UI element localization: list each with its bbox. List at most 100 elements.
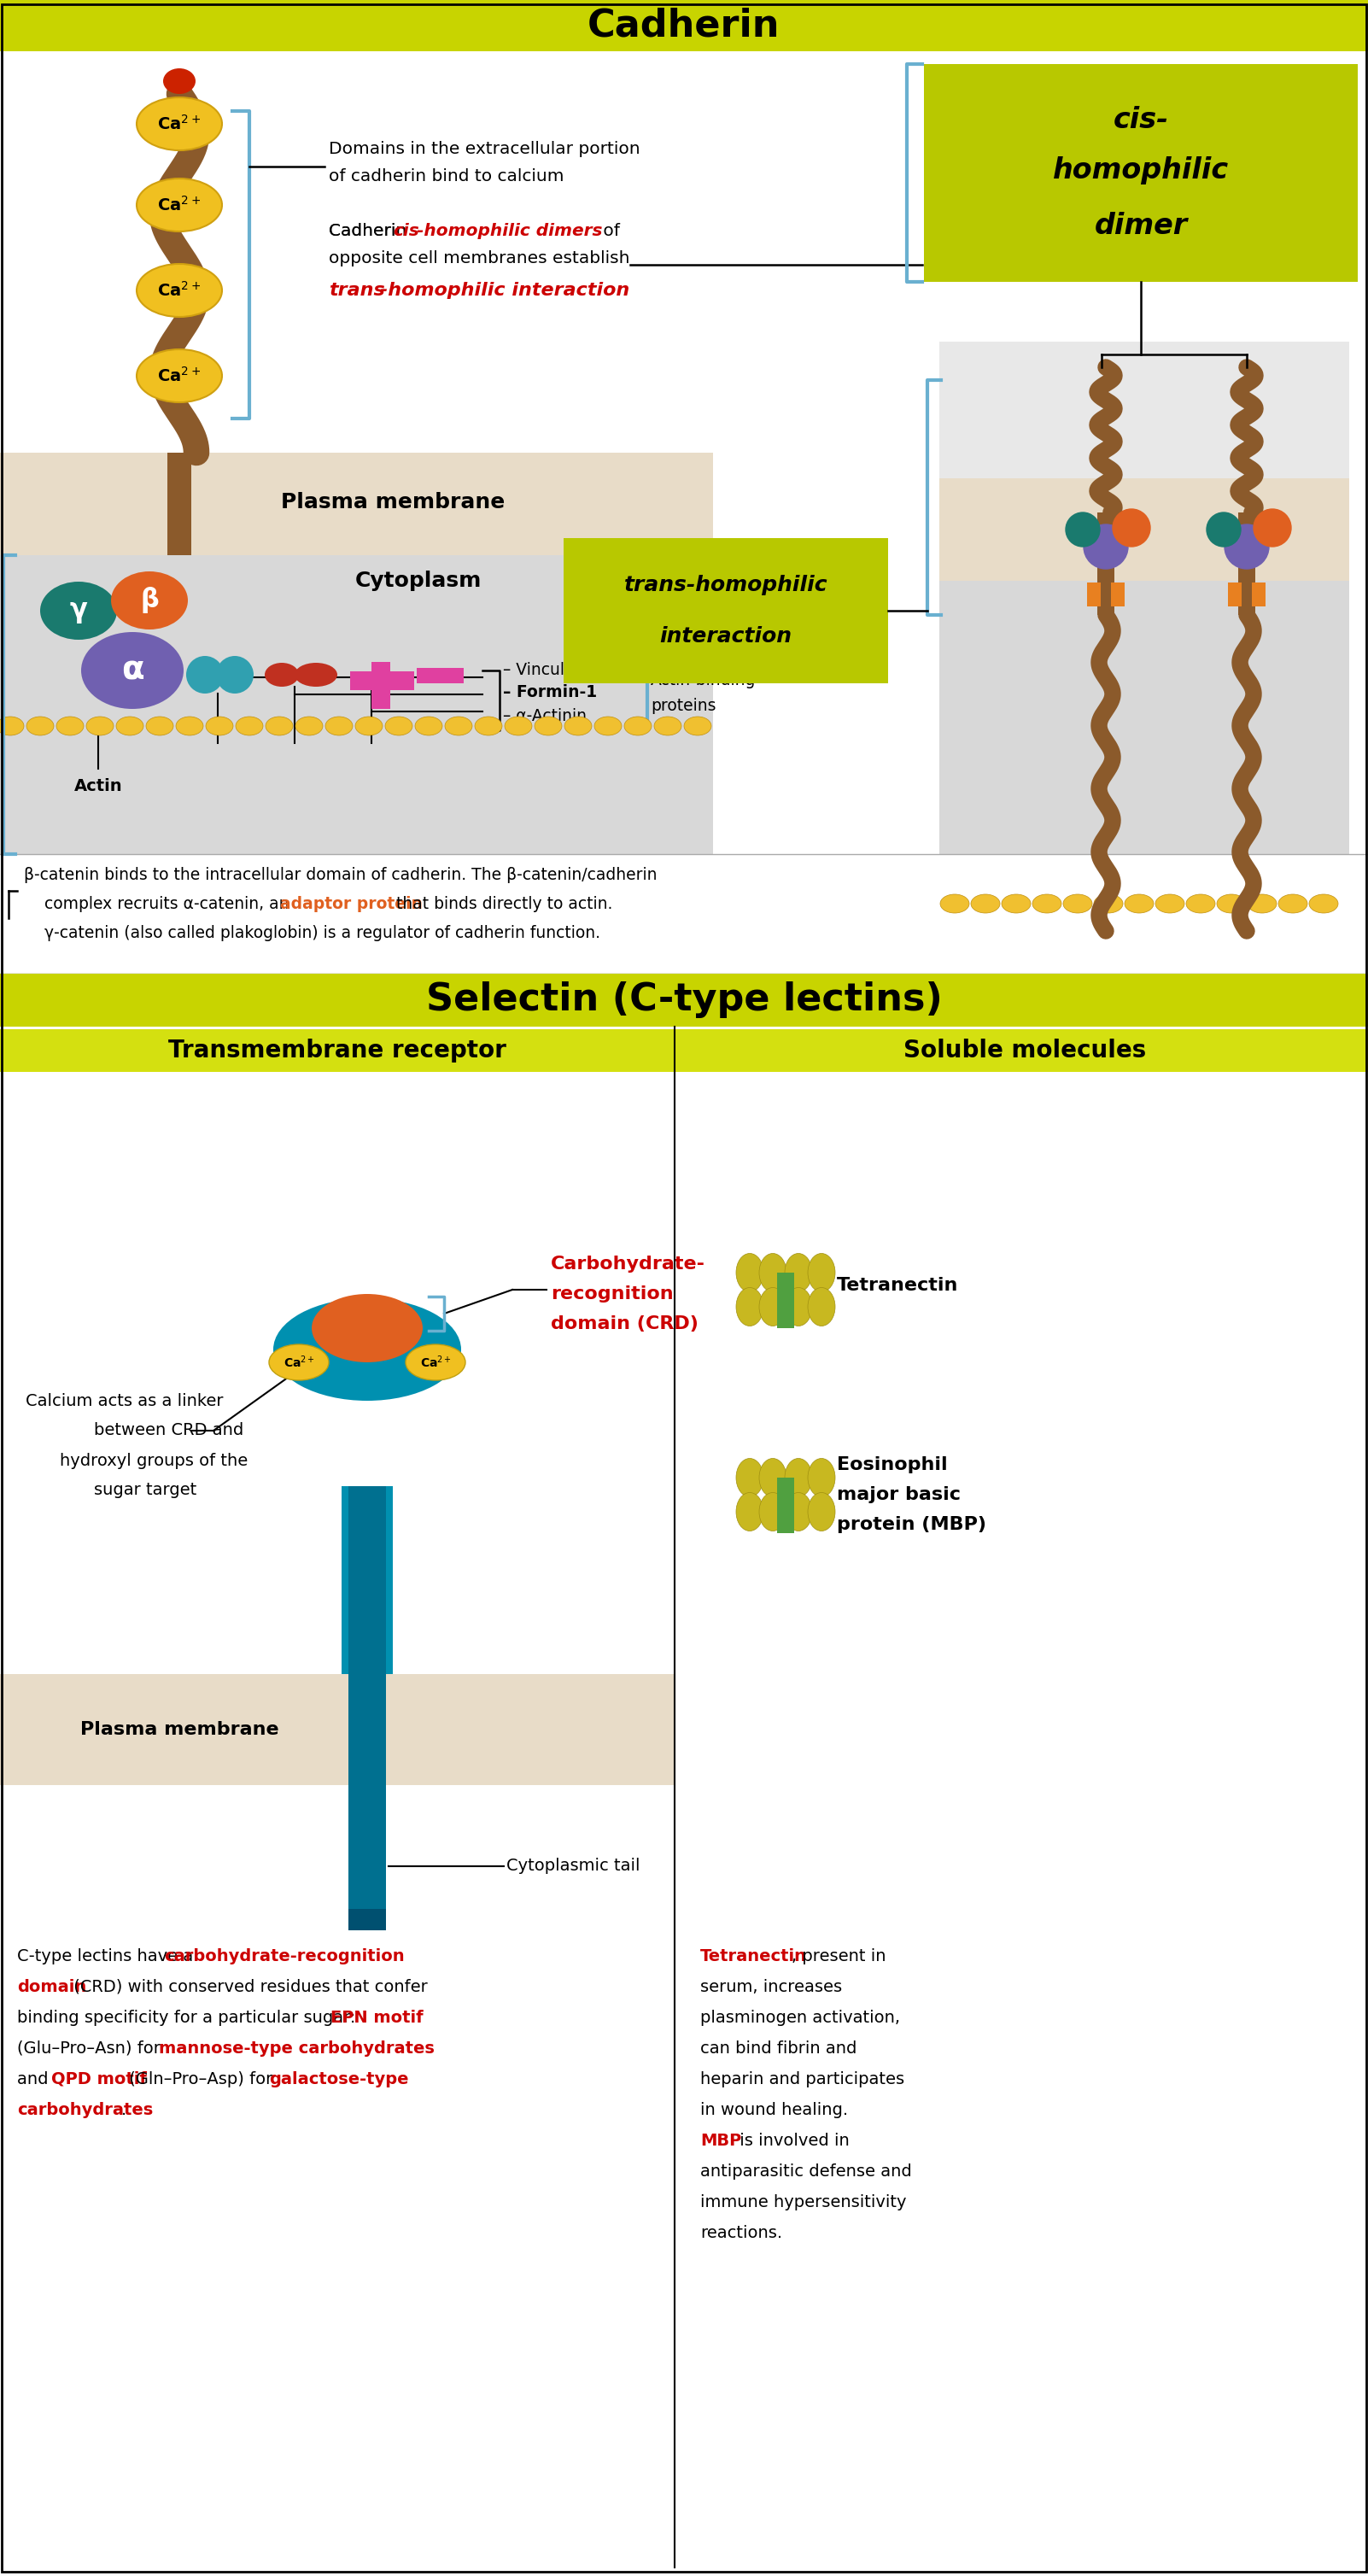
Ellipse shape xyxy=(40,582,118,639)
Ellipse shape xyxy=(1063,894,1092,912)
Circle shape xyxy=(1253,510,1291,546)
Ellipse shape xyxy=(759,1255,787,1291)
Ellipse shape xyxy=(137,350,222,402)
Ellipse shape xyxy=(1156,894,1185,912)
Text: immune hypersensitivity: immune hypersensitivity xyxy=(700,2195,907,2210)
Ellipse shape xyxy=(1248,894,1276,912)
Bar xyxy=(940,479,1349,580)
Text: sugar target: sugar target xyxy=(94,1481,197,1499)
Bar xyxy=(372,662,390,708)
Bar xyxy=(564,538,888,683)
Text: EPN motif: EPN motif xyxy=(331,2009,423,2025)
Ellipse shape xyxy=(415,716,442,734)
Text: γ-catenin (also called plakoglobin) is a regulator of cadherin function.: γ-catenin (also called plakoglobin) is a… xyxy=(23,925,601,940)
Text: – α-Actinin: – α-Actinin xyxy=(503,708,587,724)
Ellipse shape xyxy=(971,894,1000,912)
Ellipse shape xyxy=(235,716,263,734)
Bar xyxy=(349,1785,386,1929)
Bar xyxy=(778,1484,792,1494)
Text: Plasma membrane: Plasma membrane xyxy=(280,492,505,513)
Ellipse shape xyxy=(1278,894,1308,912)
Circle shape xyxy=(1207,513,1241,546)
Text: domain: domain xyxy=(16,1978,86,1994)
Text: opposite cell membranes establish: opposite cell membranes establish xyxy=(328,250,629,268)
Text: antiparasitic defense and: antiparasitic defense and xyxy=(700,2164,912,2179)
Ellipse shape xyxy=(736,1458,763,1497)
Text: QPD motif: QPD motif xyxy=(51,2071,146,2087)
Ellipse shape xyxy=(111,572,187,629)
Ellipse shape xyxy=(445,716,472,734)
Text: carbohydrates: carbohydrates xyxy=(16,2102,153,2117)
Bar xyxy=(1252,582,1265,605)
Text: C-type lectins have a: C-type lectins have a xyxy=(16,1947,198,1963)
Text: β-catenin binds to the intracellular domain of cadherin. The β-catenin/cadherin: β-catenin binds to the intracellular dom… xyxy=(23,868,657,884)
Text: Ca$^{2+}$: Ca$^{2+}$ xyxy=(157,281,201,299)
Text: of cadherin bind to calcium: of cadherin bind to calcium xyxy=(328,167,564,185)
Text: (Glu–Pro–Asn) for: (Glu–Pro–Asn) for xyxy=(16,2040,166,2056)
Ellipse shape xyxy=(1124,894,1153,912)
Ellipse shape xyxy=(269,1345,328,1381)
Text: α: α xyxy=(120,654,144,688)
Ellipse shape xyxy=(56,716,83,734)
Text: Selectin (C-type lectins): Selectin (C-type lectins) xyxy=(425,981,943,1018)
Bar xyxy=(940,343,1349,819)
Text: complex recruits α-catenin, an: complex recruits α-catenin, an xyxy=(23,896,294,912)
Ellipse shape xyxy=(736,1492,763,1530)
Circle shape xyxy=(1066,513,1100,546)
Bar xyxy=(940,580,1349,940)
Text: (CRD) with conserved residues that confer: (CRD) with conserved residues that confe… xyxy=(68,1978,428,1994)
Text: Ca$^{2+}$: Ca$^{2+}$ xyxy=(157,113,201,134)
Text: major basic: major basic xyxy=(837,1486,960,1504)
Bar xyxy=(0,453,713,556)
Ellipse shape xyxy=(736,1255,763,1291)
Text: .: . xyxy=(122,2102,127,2117)
Text: protein (MBP): protein (MBP) xyxy=(837,1517,986,1533)
Bar xyxy=(417,667,464,683)
Ellipse shape xyxy=(808,1255,834,1291)
Bar xyxy=(0,52,1368,974)
Text: Cytoplasm: Cytoplasm xyxy=(356,569,482,590)
Circle shape xyxy=(216,657,253,693)
Text: (Gln–Pro–Asp) for: (Gln–Pro–Asp) for xyxy=(124,2071,278,2087)
Ellipse shape xyxy=(1186,894,1215,912)
Text: heparin and participates: heparin and participates xyxy=(700,2071,904,2087)
Text: – Formin-1: – Formin-1 xyxy=(503,685,596,701)
Ellipse shape xyxy=(86,716,114,734)
Text: hydroxyl groups of the: hydroxyl groups of the xyxy=(60,1453,248,1468)
Text: is involved in: is involved in xyxy=(735,2133,850,2148)
Bar xyxy=(0,1064,674,2568)
Ellipse shape xyxy=(356,716,383,734)
Text: reactions.: reactions. xyxy=(700,2226,782,2241)
Bar xyxy=(0,974,1368,1028)
Circle shape xyxy=(186,657,224,693)
Ellipse shape xyxy=(265,662,298,688)
Ellipse shape xyxy=(137,178,222,232)
Ellipse shape xyxy=(274,1298,461,1401)
Text: Transmembrane receptor: Transmembrane receptor xyxy=(168,1038,506,1061)
Ellipse shape xyxy=(1001,894,1030,912)
Text: Tetranectin: Tetranectin xyxy=(700,1947,807,1963)
Bar xyxy=(923,64,1358,281)
Text: Eosinophil: Eosinophil xyxy=(837,1455,948,1473)
Ellipse shape xyxy=(265,716,293,734)
Ellipse shape xyxy=(146,716,174,734)
Ellipse shape xyxy=(654,716,681,734)
Ellipse shape xyxy=(759,1458,787,1497)
Text: can bind fibrin and: can bind fibrin and xyxy=(700,2040,856,2056)
Ellipse shape xyxy=(785,1255,813,1291)
Circle shape xyxy=(1112,510,1150,546)
Circle shape xyxy=(1083,526,1129,569)
Bar xyxy=(167,453,192,556)
Ellipse shape xyxy=(785,1492,813,1530)
Text: Tetranectin: Tetranectin xyxy=(837,1278,959,1293)
Ellipse shape xyxy=(294,662,338,688)
Text: dimer: dimer xyxy=(1094,211,1187,240)
Text: adaptor protein: adaptor protein xyxy=(280,896,423,912)
Bar xyxy=(349,1486,386,1785)
Text: homophilic: homophilic xyxy=(1053,157,1228,185)
Bar xyxy=(778,1280,792,1288)
Bar xyxy=(349,1909,386,1929)
Text: proteins: proteins xyxy=(651,698,715,714)
Ellipse shape xyxy=(808,1288,834,1327)
Ellipse shape xyxy=(940,894,969,912)
